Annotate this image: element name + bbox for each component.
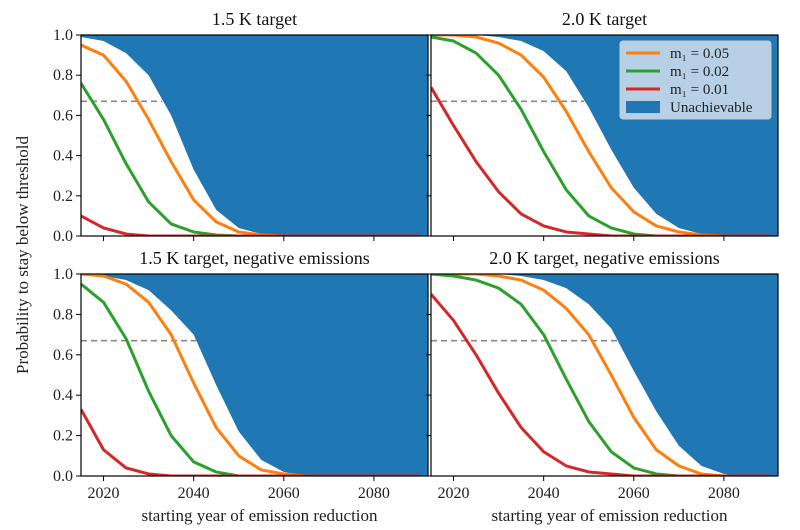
x-tick-label: 2020 xyxy=(88,485,120,502)
series-line-2 xyxy=(81,282,419,476)
series-line-2 xyxy=(431,274,769,476)
unachievable-area xyxy=(81,274,428,476)
y-tick-label: 0.8 xyxy=(53,67,73,84)
axes-frame xyxy=(80,273,429,477)
y-tick-label: 1.0 xyxy=(53,266,73,283)
panel-title: 1.5 K target, negative emissions xyxy=(139,248,370,268)
panel-title: 2.0 K target, negative emissions xyxy=(489,248,720,268)
x-tick-label: 2060 xyxy=(268,485,300,502)
series-line-3 xyxy=(81,408,419,476)
panel-1: 1.5 K target 0.0 0.2 0.4 0.6 0.8 1.0 xyxy=(53,9,429,245)
panel-title: 1.5 K target xyxy=(212,9,297,29)
x-tick-label: 2040 xyxy=(528,485,560,502)
unachievable-area xyxy=(81,35,428,236)
x-tick-label: 2060 xyxy=(618,485,650,502)
series-line-3 xyxy=(431,293,769,476)
x-tick-label: 2080 xyxy=(358,485,390,502)
x-axis-label: starting year of emission reduction xyxy=(491,506,728,525)
y-tick-label: 0.0 xyxy=(53,468,73,485)
legend-label: Unachievable xyxy=(670,100,753,116)
series-line-1 xyxy=(81,274,419,476)
panel-title: 2.0 K target xyxy=(562,9,647,29)
legend-box xyxy=(619,40,772,120)
legend-swatch xyxy=(626,101,660,113)
axes-frame xyxy=(80,34,429,237)
axes-frame xyxy=(430,273,779,477)
legend-label: m₁ = 0.05 xyxy=(670,46,729,62)
y-tick-label: 0.4 xyxy=(53,387,73,404)
panel-3: 1.5 K target, negative emissions 0.0 0.2 0.… xyxy=(53,248,429,525)
x-tick-label: 2020 xyxy=(438,485,470,502)
x-tick-label: 2080 xyxy=(708,485,740,502)
y-tick-label: 0.6 xyxy=(53,347,73,364)
series-line-2 xyxy=(431,35,769,236)
axes-frame xyxy=(430,34,779,237)
series-line-3 xyxy=(431,86,769,236)
legend-label: m₁ = 0.01 xyxy=(670,82,729,98)
y-tick-label: 1.0 xyxy=(53,27,73,44)
x-axis-label: starting year of emission reduction xyxy=(141,506,378,525)
y-tick-label: 0.6 xyxy=(53,107,73,124)
panel-4: 2.0 K target, negative emissions 2020 2040… xyxy=(426,248,779,525)
x-tick-label: 2040 xyxy=(178,485,210,502)
series-line-2 xyxy=(81,82,419,236)
unachievable-area xyxy=(431,274,778,476)
y-tick-label: 0.2 xyxy=(53,188,73,205)
y-tick-label: 0.4 xyxy=(53,148,73,165)
y-tick-label: 0.8 xyxy=(53,306,73,323)
y-tick-label: 0.2 xyxy=(53,428,73,445)
series-line-1 xyxy=(81,43,419,236)
legend: m₁ = 0.05 m₁ = 0.02 m₁ = 0.01 Unachievable xyxy=(619,40,772,120)
series-line-3 xyxy=(81,214,419,236)
legend-label: m₁ = 0.02 xyxy=(670,64,729,80)
y-tick-label: 0.0 xyxy=(53,228,73,245)
y-axis-label: Probability to stay below threshold xyxy=(13,136,32,374)
